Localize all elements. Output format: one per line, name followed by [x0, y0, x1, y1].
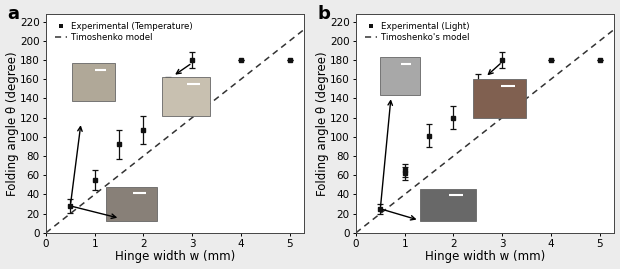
X-axis label: Hinge width w (mm): Hinge width w (mm) [425, 250, 546, 263]
Bar [380, 57, 420, 95]
X-axis label: Hinge width w (mm): Hinge width w (mm) [115, 250, 236, 263]
Legend: Experimental (Temperature), Timoshenko model: Experimental (Temperature), Timoshenko m… [53, 20, 194, 44]
Bar [420, 189, 476, 221]
Bar [73, 63, 115, 101]
Text: b: b [317, 5, 330, 23]
Text: a: a [7, 5, 19, 23]
Bar [162, 77, 210, 116]
Bar [474, 79, 526, 118]
Legend: Experimental (Light), Timoshenko's model: Experimental (Light), Timoshenko's model [363, 20, 471, 44]
Y-axis label: Folding angle θ (degree): Folding angle θ (degree) [6, 51, 19, 196]
Y-axis label: Folding angle θ (degree): Folding angle θ (degree) [316, 51, 329, 196]
Bar [105, 187, 157, 221]
